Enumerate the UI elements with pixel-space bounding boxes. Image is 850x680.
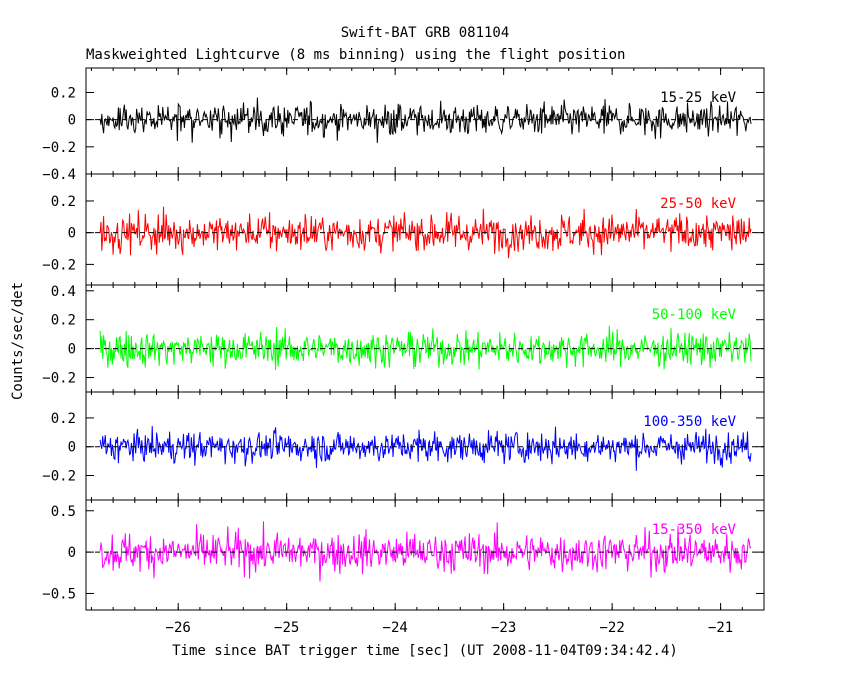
y-tick-label: −0.2 (42, 469, 76, 485)
y-tick-label: 0.2 (51, 194, 76, 210)
series-line-1 (99, 206, 752, 259)
series-line-4 (99, 521, 752, 582)
band-label-4: 15-350 keV (652, 522, 737, 538)
series-line-2 (99, 325, 752, 371)
panel-2: −0.2 0 0.2 0.4 50-100 keV (42, 284, 765, 393)
x-tick-label: −21 (708, 620, 733, 636)
y-tick-label: 0 (68, 342, 76, 358)
band-label-2: 50-100 keV (652, 307, 737, 323)
y-tick-label: −0.2 (42, 140, 76, 156)
y-tick-label: 0.2 (51, 411, 76, 427)
x-tick-label: −26 (166, 620, 191, 636)
y-tick-label: −0.2 (42, 371, 76, 387)
panel-0: −0.4 −0.2 0 0.2 15-25 keV (42, 67, 765, 183)
y-axis-label: Counts/sec/det (10, 282, 26, 400)
panels-group: −0.4−0.200.2 15-25 keV−0.200.2 25-50 keV−0… (42, 67, 765, 611)
y-tick-label: 0 (68, 226, 76, 242)
y-tick-label: −0.2 (42, 257, 76, 273)
chart-title: Swift-BAT GRB 081104 (341, 25, 510, 41)
x-tick-label: −22 (599, 620, 624, 636)
x-tick-label: −24 (383, 620, 408, 636)
y-tick-label: 0.5 (51, 504, 76, 520)
y-tick-label: 0.2 (51, 313, 76, 329)
y-tick-label: 0 (68, 545, 76, 561)
y-tick-label: −0.5 (42, 586, 76, 602)
panel-3: −0.2 0 0.2 100-350 keV (42, 391, 765, 501)
x-axis-ticks: −26 −25 −24 −23 −22 −21 (166, 620, 734, 636)
y-tick-label: −0.4 (42, 167, 76, 183)
series-line-0 (99, 97, 752, 143)
y-tick-label: 0.4 (51, 284, 76, 300)
x-axis-label: Time since BAT trigger time [sec] (UT 20… (172, 643, 678, 659)
panel-4: −0.5 0 0.5 15-350 keV (42, 499, 765, 611)
chart-subtitle: Maskweighted Lightcurve (8 ms binning) u… (86, 47, 625, 63)
band-label-3: 100-350 keV (643, 414, 736, 430)
series-line-3 (99, 425, 752, 471)
y-tick-label: 0.2 (51, 85, 76, 101)
band-label-1: 25-50 keV (660, 196, 736, 212)
panel-frame-4 (85, 499, 765, 611)
band-label-0: 15-25 keV (660, 90, 736, 106)
panel-1: −0.2 0 0.2 25-50 keV (42, 173, 765, 286)
x-tick-label: −25 (274, 620, 299, 636)
y-tick-label: 0 (68, 440, 76, 456)
y-tick-label: 0 (68, 113, 76, 129)
x-tick-label: −23 (491, 620, 516, 636)
